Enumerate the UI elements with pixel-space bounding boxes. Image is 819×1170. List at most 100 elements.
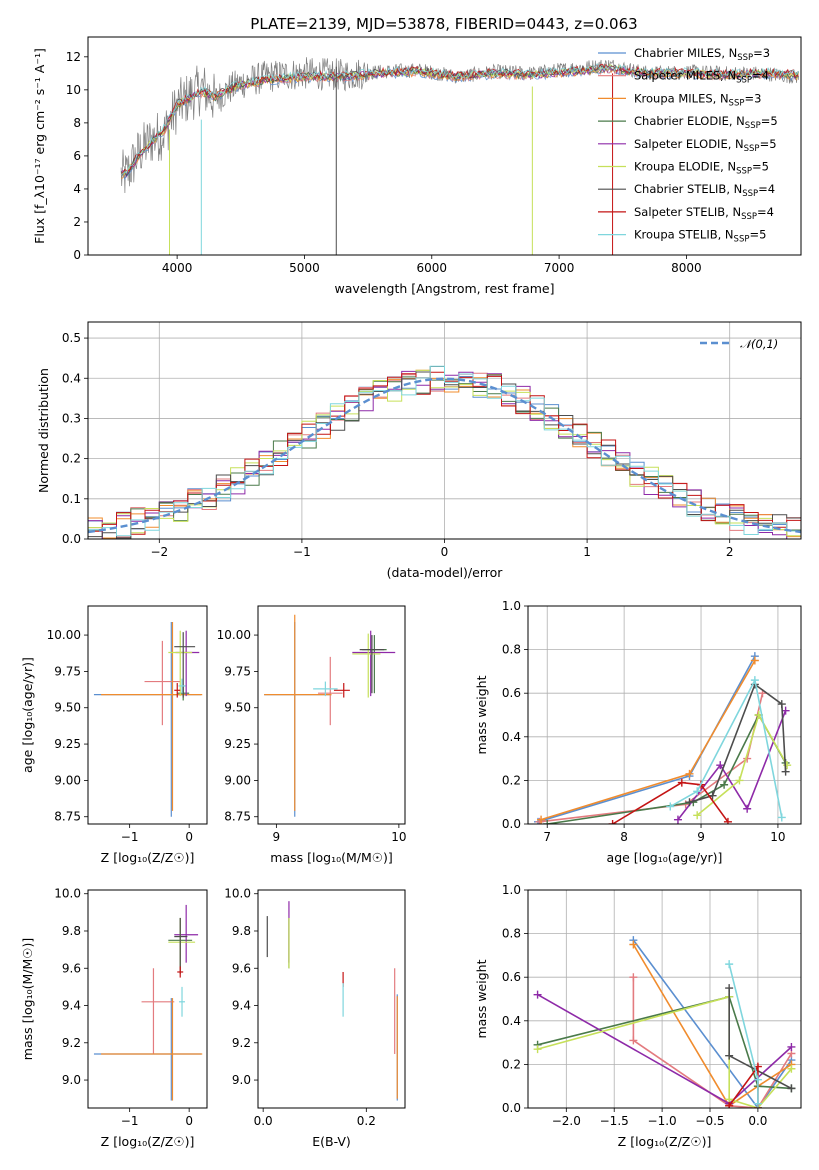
x-tick-label: 1	[583, 545, 591, 559]
weight-marker	[543, 820, 552, 824]
y-tick-label: 0.4	[502, 730, 521, 744]
x-tick-label: 8	[620, 830, 628, 844]
axes-frame	[87, 605, 208, 825]
x-tick-label: −1	[121, 830, 139, 844]
y-tick-label: 0.4	[62, 371, 81, 385]
weight-vs-age-panel: 7 8 9 10 0.0 0.2 0.4 0.6 0.8 1.0 age [log₁₀(age/yr…	[474, 599, 802, 865]
y-tick-label: 1.0	[502, 599, 521, 613]
error-bar-point	[352, 633, 381, 698]
weight-marker	[753, 1075, 762, 1084]
weight-series-line	[696, 712, 788, 816]
error-bar-point	[93, 998, 202, 1101]
y-tick-label: 10.0	[54, 887, 81, 901]
y-tick-label: 0.6	[502, 970, 521, 984]
x-tick-label: 9	[697, 830, 705, 844]
x-axis-label: wavelength [Angstrom, rest frame]	[334, 281, 554, 296]
error-bar-point	[333, 683, 350, 698]
spectrum-model-line	[120, 63, 799, 175]
weight-series-line	[632, 939, 793, 1108]
weight-series-line	[677, 710, 787, 821]
weight-marker	[753, 1099, 762, 1108]
error-bar-point	[178, 678, 186, 694]
y-tick-label: 9.50	[54, 701, 81, 715]
age-vs-metallicity-panel: −1 0 8.75 9.00 9.25 9.50 9.75 10.00 Z [log₁₀(Z/Z…	[20, 605, 208, 865]
error-bar-point	[174, 917, 188, 974]
y-tick-label: 9.25	[54, 737, 81, 751]
y-tick-label: 1.0	[502, 883, 521, 897]
y-tick-label: 9.00	[54, 773, 81, 787]
x-tick-label: −0.5	[695, 1114, 724, 1128]
y-tick-label: 9.2	[232, 1036, 251, 1050]
spectrum-model-line	[120, 65, 799, 178]
spectrum-panel: 4000 5000 6000 7000 8000 0 2 4 6 8 10 12 wavelength …	[32, 36, 802, 296]
error-bar-point	[359, 635, 385, 694]
y-tick-label: 0.8	[502, 927, 521, 941]
y-tick-label: 10.00	[217, 628, 251, 642]
y-tick-label: 8	[73, 116, 81, 130]
x-axis-label: age [log₁₀(age/yr)]	[607, 850, 723, 865]
weight-marker	[716, 761, 725, 770]
y-tick-label: 9.4	[62, 999, 81, 1013]
error-bar-point	[174, 904, 199, 963]
legend-entry: Chabrier ELODIE, NSSP=5	[634, 114, 778, 131]
y-tick-label: 9.2	[62, 1036, 81, 1050]
y-tick-label: 9.0	[62, 1073, 81, 1087]
y-tick-label: 10	[66, 83, 81, 97]
weight-marker	[787, 1042, 796, 1051]
weight-marker	[666, 802, 675, 811]
y-tick-label: 9.00	[224, 773, 251, 787]
axes-frame	[87, 889, 208, 1109]
mass-vs-extinction-panel: 0.0 0.2 9.0 9.2 9.4 9.6 9.8 10.0 E(B-V)	[224, 887, 406, 1149]
weight-marker	[693, 811, 702, 820]
x-tick-label: 10	[391, 830, 406, 844]
weight-marker	[673, 815, 682, 824]
weight-marker	[750, 676, 759, 685]
x-tick-label: 10	[770, 830, 785, 844]
legend-entry: Salpeter MILES, NSSP=4	[634, 69, 769, 86]
x-tick-label: −1	[293, 545, 311, 559]
figure-title: PLATE=2139, MJD=53878, FIBERID=0443, z=0…	[250, 15, 637, 33]
x-axis-label: mass [log₁₀(M/M☉)]	[270, 850, 392, 865]
x-tick-label: 4000	[162, 261, 193, 275]
x-tick-label: 7000	[544, 261, 575, 275]
x-tick-label: 0.0	[254, 1114, 273, 1128]
x-tick-label: 0.0	[748, 1114, 767, 1128]
weight-marker	[777, 700, 786, 709]
weight-series-line	[537, 995, 792, 1090]
axes-frame	[257, 605, 406, 825]
x-tick-label: 5000	[289, 261, 320, 275]
y-tick-label: 6	[73, 149, 81, 163]
error-bar-point	[362, 635, 387, 694]
weight-marker	[725, 960, 734, 969]
legend-entry: Salpeter ELODIE, NSSP=5	[634, 137, 777, 154]
axes-frame	[87, 321, 802, 540]
residual-histogram-panel: −2 −1 0 1 2 0.0 0.1 0.2 0.3 0.4 0.5 (data-model)/er…	[36, 321, 802, 580]
y-tick-label: 2	[73, 215, 81, 229]
legend-entry: Kroupa MILES, NSSP=3	[634, 91, 761, 108]
y-tick-label: 9.75	[224, 664, 251, 678]
y-tick-label: 9.8	[232, 924, 251, 938]
weight-marker	[629, 940, 638, 949]
weight-marker	[608, 820, 617, 824]
y-tick-label: 9.4	[232, 999, 251, 1013]
weight-marker	[685, 798, 694, 807]
y-tick-label: 0.0	[502, 1101, 521, 1115]
y-tick-label: 8.75	[224, 810, 251, 824]
weight-series-line	[632, 944, 792, 1107]
weight-marker	[787, 1084, 796, 1093]
weight-series-line	[537, 655, 756, 823]
x-tick-label: 0	[185, 830, 193, 844]
legend-entry: Chabrier MILES, NSSP=3	[634, 46, 770, 63]
weight-marker	[533, 990, 542, 999]
weight-series-line	[632, 977, 793, 1108]
y-tick-label: 10.00	[47, 628, 81, 642]
y-tick-label: 9.50	[224, 701, 251, 715]
y-tick-label: 0.2	[502, 773, 521, 787]
error-bar-point	[101, 621, 203, 811]
x-axis-label: (data-model)/error	[387, 565, 504, 580]
axes-frame	[257, 889, 406, 1109]
weight-marker	[629, 1036, 638, 1045]
x-tick-label: −1	[121, 1114, 139, 1128]
weight-marker	[533, 1045, 542, 1054]
error-bar-point	[264, 614, 332, 811]
